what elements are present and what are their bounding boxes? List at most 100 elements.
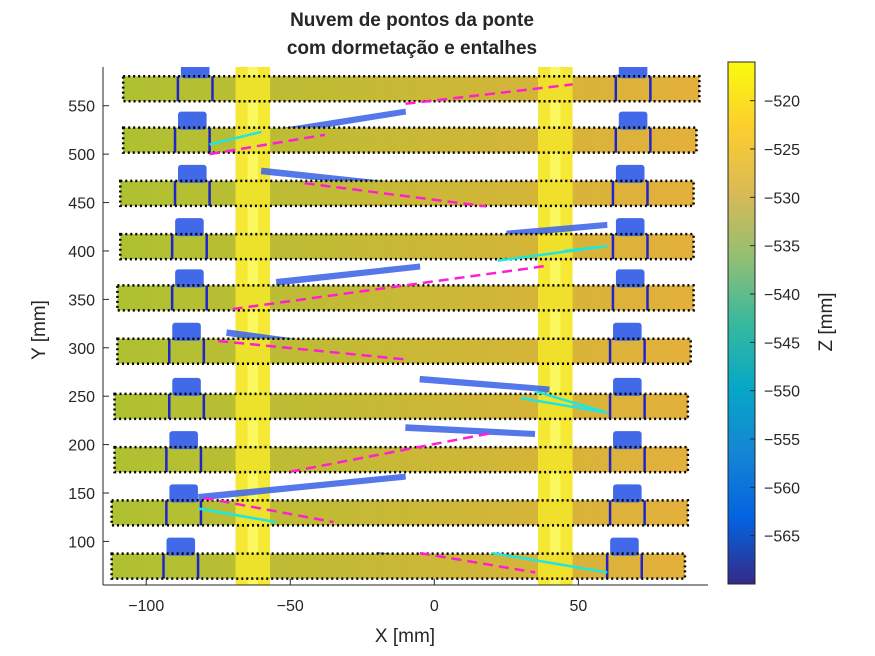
scatter-cluster-3 [419, 375, 550, 393]
sleeper-8 [123, 127, 697, 153]
axes: −100 −50 0 50 100 150 200 250 300 350 400 450 500 550 [68, 67, 708, 615]
cyan-line-3 [497, 244, 608, 262]
sleeper-7-notch_right-block [615, 164, 645, 183]
cyan-line-1 [197, 507, 277, 524]
sleeper-6-notch_right-block [615, 218, 645, 237]
sleeper-7-rail-overlap-0 [235, 180, 271, 206]
dashed-line-5 [304, 181, 487, 208]
sleeper-7-rail-overlap-1 [538, 180, 573, 206]
sleeper-3-notch_right-block [613, 377, 642, 396]
y-tick-label-1: 150 [68, 486, 95, 503]
sleeper-5-rail-overlap-1 [538, 285, 573, 311]
sleeper-3 [114, 393, 688, 419]
sleeper-2-outline [113, 445, 690, 474]
colorbar-tick-label-9: −565 [764, 529, 800, 546]
colorbar-tick-label-7: −555 [764, 432, 800, 449]
colorbar: −520 −525 −530 −535 −540 −545 −550 −555 −560 −565 [727, 61, 800, 585]
colorbar-tick-label-6: −550 [764, 384, 800, 401]
sleeper-5-notch_right-block [615, 269, 645, 288]
sleeper-2-rail-overlap-0 [235, 447, 271, 473]
sleeper-9-rail-overlap-1 [538, 76, 573, 102]
colorbar-tick-label-5: −545 [764, 335, 800, 352]
sleeper-8-notch_left-block [178, 111, 207, 130]
colorbar-tick-label-3: −535 [764, 239, 800, 256]
colorbar-tick-label-4: −540 [764, 287, 800, 304]
x-tick-label-0: −100 [128, 598, 164, 615]
sleeper-4-notch_right-block [613, 322, 642, 341]
cyan-line-2 [520, 390, 608, 414]
sleeper-8-notch_right-block [618, 111, 648, 130]
scatter-cluster-5 [275, 263, 421, 286]
sleeper-6-outline [119, 232, 695, 261]
dashed-line-7 [405, 83, 573, 106]
dashed-line-6 [209, 133, 326, 156]
sleeper-8-rail-overlap-1 [538, 127, 573, 153]
y-tick-label-4: 300 [68, 341, 95, 358]
y-tick-label-8: 500 [68, 147, 95, 164]
scatter-cluster-2 [405, 424, 536, 437]
sleeper-5 [117, 285, 694, 311]
point-cloud-plot [110, 67, 701, 585]
sleeper-2-rail-overlap-1 [538, 447, 573, 473]
rail-highlight-0 [247, 67, 258, 585]
sleeper-9-notch_right-block [618, 67, 648, 79]
y-tick-label-6: 400 [68, 244, 95, 261]
sleeper-4-outline [116, 337, 692, 365]
sleeper-0-notch_right-block [610, 537, 639, 556]
sleeper-1-notch_left-block [169, 484, 198, 503]
y-tick-label-7: 450 [68, 196, 95, 213]
sleeper-6-rail-overlap-0 [235, 234, 271, 260]
sleeper-1 [111, 500, 688, 526]
sleeper-7 [120, 180, 694, 206]
colorbar-tick-label-0: −520 [764, 94, 800, 111]
x-tick-label-3: 50 [569, 598, 587, 615]
colorbar-tick-label-2: −530 [764, 190, 800, 207]
y-tick-label-0: 100 [68, 534, 95, 551]
sleeper-8-outline [121, 126, 698, 154]
dashed-line-1 [203, 496, 334, 524]
dashed-line-4 [232, 264, 550, 311]
x-tick-label-1: −50 [277, 598, 304, 615]
sleeper-9 [123, 76, 700, 102]
rail-highlight-1 [550, 67, 561, 585]
sleeper-1-rail-overlap-1 [538, 500, 573, 526]
y-axis-label: Y [mm] [29, 300, 50, 360]
sleeper-4-rail-overlap-1 [538, 338, 573, 364]
cyan-line-4 [209, 130, 262, 146]
dashed-line-2 [290, 431, 493, 473]
sleeper-7-outline [119, 179, 695, 208]
chart-title-line-2: com dormetação e entalhes [287, 38, 537, 59]
dashed-line-0 [419, 551, 536, 574]
colorbar-tick-label-1: −525 [764, 142, 800, 159]
colorbar-gradient [727, 61, 756, 585]
sleeper-2-notch_right-block [613, 431, 642, 450]
cyan-line-0 [491, 551, 608, 574]
sleeper-3-notch_left-block [172, 377, 201, 396]
colorbar-tick-label-8: −560 [764, 480, 800, 497]
sleeper-6-notch_left-block [175, 218, 204, 237]
sleeper-2-notch_left-block [169, 431, 198, 450]
sleeper-3-rail-overlap-0 [235, 393, 271, 419]
y-tick-label-9: 550 [68, 99, 95, 116]
scatter-cluster-1 [198, 473, 406, 501]
sleeper-1-notch_right-block [613, 484, 642, 503]
sleeper-0 [111, 553, 685, 579]
sleeper-8-rail-overlap-0 [235, 127, 271, 153]
sleeper-7-notch_left-block [178, 164, 207, 183]
sleeper-9-rail-overlap-0 [235, 76, 271, 102]
x-axis-label: X [mm] [375, 626, 435, 647]
sleeper-5-notch_left-block [175, 269, 204, 288]
sleeper-0-rail-overlap-0 [235, 553, 271, 579]
sleeper-0-outline [110, 552, 687, 580]
x-tick-label-2: 0 [430, 598, 439, 615]
sleeper-9-notch_left-block [180, 67, 210, 79]
chart-title-line-1: Nuvem de pontos da ponte [290, 10, 534, 31]
y-tick-label-3: 250 [68, 389, 95, 406]
colorbar-label: Z [mm] [816, 292, 837, 351]
sleeper-0-notch_left-block [166, 537, 196, 556]
sleeper-4 [117, 338, 691, 364]
sleeper-3-outline [113, 392, 690, 421]
sleeper-4-notch_left-block [172, 322, 201, 341]
y-tick-label-5: 350 [68, 292, 95, 309]
